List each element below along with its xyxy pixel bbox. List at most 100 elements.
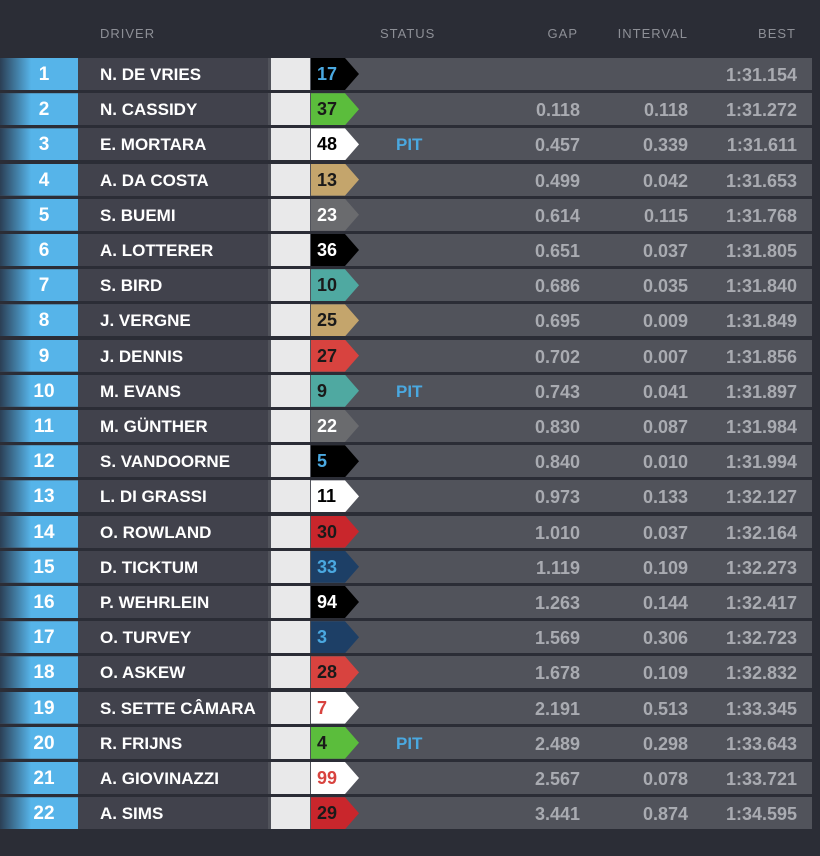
position: 22 (33, 803, 55, 825)
interval: 0.298 (642, 733, 688, 754)
team-logo (271, 621, 310, 654)
car-number-chip: 33 (311, 550, 359, 583)
interval: 0.306 (642, 628, 688, 649)
car-number: 48 (317, 134, 338, 155)
driver-name: R. FRIJNS (100, 733, 183, 753)
car-number-chip: 10 (311, 269, 359, 302)
interval: 0.042 (642, 170, 688, 191)
best-lap: 1:31.840 (725, 276, 797, 297)
gap: 0.973 (534, 487, 580, 508)
car-number-chip: 17 (311, 58, 359, 90)
driver-name: A. LOTTERER (100, 241, 214, 260)
table-row[interactable]: 9 J. DENNIS 27 0.702 0.007 1:31.856 (0, 339, 812, 372)
header-driver: DRIVER (100, 26, 156, 41)
position: 19 (33, 697, 55, 719)
team-logo (271, 515, 310, 548)
table-row[interactable]: 2 N. CASSIDY 37 0.118 0.118 1:31.272 (0, 93, 812, 126)
car-number: 22 (317, 416, 338, 436)
table-row[interactable]: 16 P. WEHRLEIN 94 1.263 0.144 1:32.417 (0, 586, 812, 618)
table-row[interactable]: 18 O. ASKEW 28 1.678 0.109 1:32.832 (0, 656, 812, 689)
car-number: 33 (317, 556, 338, 577)
status: PIT (396, 733, 423, 753)
team-logo (271, 269, 310, 302)
best-lap: 1:31.994 (725, 452, 797, 473)
driver-name: E. MORTARA (100, 135, 207, 155)
team-logo (271, 480, 310, 513)
gap: 0.702 (534, 346, 580, 367)
interval: 0.009 (642, 311, 688, 332)
position: 18 (33, 662, 55, 684)
car-number-chip: 5 (311, 445, 359, 478)
position-badge: 11 (0, 410, 78, 442)
car-number-chip: 99 (311, 762, 359, 794)
car-number: 5 (317, 451, 328, 472)
interval: 0.115 (643, 205, 688, 226)
driver-name: S. VANDOORNE (100, 452, 231, 472)
interval: 0.109 (642, 557, 688, 578)
position: 17 (33, 627, 55, 649)
driver-name: O. TURVEY (100, 628, 192, 648)
position-badge: 19 (0, 691, 78, 724)
position-badge: 20 (0, 726, 78, 759)
car-number: 27 (317, 345, 338, 366)
position: 5 (38, 204, 50, 226)
best-lap: 1:31.805 (725, 241, 797, 261)
driver-name: D. TICKTUM (100, 557, 199, 577)
table-row[interactable]: 5 S. BUEMI 23 0.614 0.115 1:31.768 (0, 198, 812, 231)
table-row[interactable]: 14 O. ROWLAND 30 1.010 0.037 1:32.164 (0, 515, 812, 548)
car-number: 10 (317, 275, 338, 296)
table-row[interactable]: 4 A. DA COSTA 13 0.499 0.042 1:31.653 (0, 163, 812, 196)
best-lap: 1:31.272 (725, 100, 797, 121)
header-interval: INTERVAL (617, 26, 688, 41)
table-row[interactable]: 20 R. FRIJNS 4 PIT 2.489 0.298 1:33.643 (0, 726, 812, 759)
table-row[interactable]: 21 A. GIOVINAZZI 99 2.567 0.078 1:33.721 (0, 762, 812, 794)
table-row[interactable]: 22 A. SIMS 29 3.441 0.874 1:34.595 (0, 797, 812, 830)
gap: 1.010 (534, 522, 580, 543)
interval: 0.339 (642, 135, 688, 156)
car-number: 36 (317, 240, 338, 260)
car-number-chip: 4 (311, 726, 359, 759)
driver-name: J. DENNIS (100, 346, 184, 366)
car-number-chip: 9 (311, 374, 359, 407)
gap: 3.441 (534, 804, 580, 825)
position: 3 (38, 134, 50, 156)
table-row[interactable]: 11 M. GÜNTHER 22 0.830 0.087 1:31.984 (0, 410, 812, 442)
position: 7 (38, 275, 50, 297)
position-badge: 8 (0, 304, 78, 337)
table-row[interactable]: 1 N. DE VRIES 17 1:31.154 (0, 58, 812, 90)
table-row[interactable]: 13 L. DI GRASSI 11 0.973 0.133 1:32.127 (0, 480, 812, 513)
interval: 0.007 (642, 346, 688, 367)
table-row[interactable]: 12 S. VANDOORNE 5 0.840 0.010 1:31.994 (0, 445, 812, 478)
table-row[interactable]: 15 D. TICKTUM 33 1.119 0.109 1:32.273 (0, 550, 812, 583)
table-row[interactable]: 6 A. LOTTERER 36 0.651 0.037 1:31.805 (0, 234, 812, 266)
driver-name: M. GÜNTHER (100, 417, 208, 436)
best-lap: 1:31.653 (725, 170, 797, 191)
driver-name: O. ROWLAND (100, 522, 212, 542)
best-lap: 1:31.768 (725, 205, 797, 226)
position: 20 (33, 732, 55, 754)
table-row[interactable]: 10 M. EVANS 9 PIT 0.743 0.041 1:31.897 (0, 374, 812, 407)
interval: 0.010 (642, 452, 688, 473)
table-row[interactable]: 7 S. BIRD 10 0.686 0.035 1:31.840 (0, 269, 812, 302)
car-number: 7 (317, 697, 328, 718)
best-lap: 1:33.345 (725, 698, 797, 719)
table-row[interactable]: 19 S. SETTE CÂMARA 7 2.191 0.513 1:33.34… (0, 691, 812, 724)
driver-name: A. SIMS (100, 804, 164, 824)
driver-name: J. VERGNE (100, 311, 191, 331)
car-number: 13 (317, 169, 338, 190)
car-number-chip: 30 (311, 515, 359, 548)
table-row[interactable]: 8 J. VERGNE 25 0.695 0.009 1:31.849 (0, 304, 812, 337)
driver-name: S. BUEMI (100, 205, 176, 225)
gap: 2.567 (534, 769, 580, 789)
best-lap: 1:31.849 (725, 311, 797, 332)
position-badge: 1 (0, 58, 78, 90)
driver-name: N. CASSIDY (100, 100, 198, 120)
team-logo (271, 93, 310, 126)
car-number-chip: 25 (311, 304, 359, 337)
gap: 0.840 (534, 452, 580, 473)
table-row[interactable]: 17 O. TURVEY 3 1.569 0.306 1:32.723 (0, 621, 812, 654)
position: 16 (33, 592, 55, 613)
gap: 0.614 (534, 205, 580, 226)
table-row[interactable]: 3 E. MORTARA 48 PIT 0.457 0.339 1:31.611 (0, 128, 812, 161)
gap: 0.743 (534, 381, 580, 402)
